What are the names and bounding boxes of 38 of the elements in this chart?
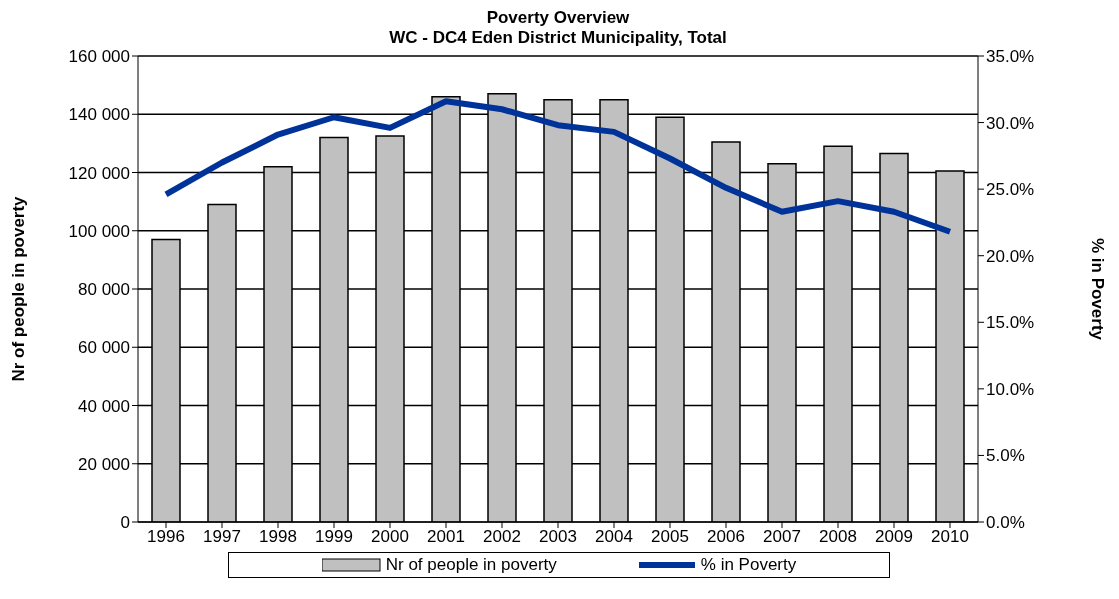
y-axis-title: Nr of people in poverty	[9, 195, 29, 382]
y-tick-label: 160 000	[68, 47, 130, 67]
x-tick-label: 2008	[819, 527, 857, 547]
y-tick-label: 140 000	[68, 105, 130, 125]
x-tick-label: 2004	[595, 527, 633, 547]
x-tick-label: 2003	[539, 527, 577, 547]
x-tick-label: 1996	[147, 527, 185, 547]
y-tick-label: 60 000	[78, 338, 130, 358]
y2-tick-label: 0.0%	[986, 513, 1025, 533]
legend-label: Nr of people in poverty	[385, 555, 557, 575]
x-tick-label: 1997	[203, 527, 241, 547]
legend-label: % in Poverty	[700, 555, 797, 575]
y2-tick-label: 5.0%	[986, 446, 1025, 466]
x-tick-label: 2001	[427, 527, 465, 547]
y2-tick-label: 10.0%	[986, 379, 1035, 399]
y2-tick-label: 30.0%	[986, 113, 1035, 133]
y2-tick-label: 35.0%	[986, 47, 1035, 67]
y-tick-label: 40 000	[78, 396, 130, 416]
y-tick-label: 80 000	[78, 280, 130, 300]
x-tick-label: 2002	[483, 527, 521, 547]
x-tick-label: 2007	[763, 527, 801, 547]
x-tick-label: 2005	[651, 527, 689, 547]
x-tick-label: 2000	[371, 527, 409, 547]
x-tick-label: 2009	[875, 527, 913, 547]
y-tick-label: 0	[120, 513, 130, 533]
x-tick-label: 1999	[315, 527, 353, 547]
y-tick-label: 100 000	[68, 221, 130, 241]
chart-title: Poverty Overview	[485, 8, 631, 28]
y2-tick-label: 20.0%	[986, 246, 1035, 266]
y2-tick-label: 15.0%	[986, 313, 1035, 333]
x-tick-label: 2010	[931, 527, 969, 547]
chart-subtitle: WC - DC4 Eden District Municipality, Total	[388, 28, 728, 48]
y-tick-label: 20 000	[78, 454, 130, 474]
y2-tick-label: 25.0%	[986, 180, 1035, 200]
x-tick-label: 2006	[707, 527, 745, 547]
y-tick-label: 120 000	[68, 163, 130, 183]
x-tick-label: 1998	[259, 527, 297, 547]
y2-axis-title: % in Poverty	[1087, 237, 1107, 341]
